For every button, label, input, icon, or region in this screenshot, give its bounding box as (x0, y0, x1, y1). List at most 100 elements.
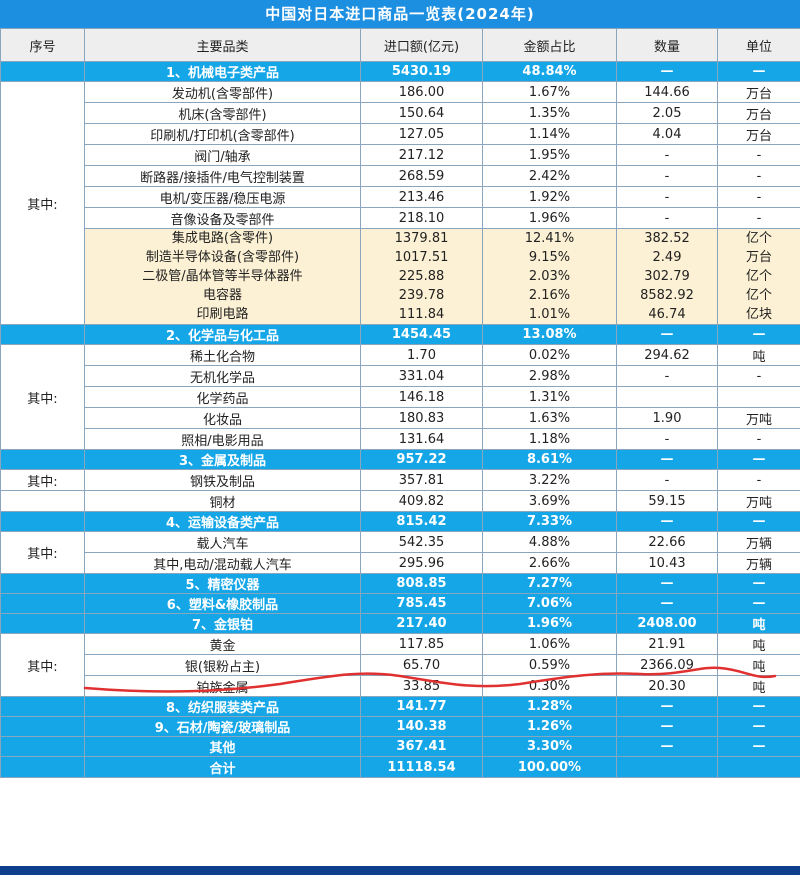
category-unit: 吨 (717, 613, 800, 634)
table-row: 铜材 409.82 3.69% 59.15 万吨 (0, 490, 800, 512)
item-unit: - (717, 428, 800, 450)
table-row: 其中: 载人汽车 542.35 4.88% 22.66 万辆 (0, 531, 800, 574)
category-qty: 2408.00 (616, 613, 718, 634)
item-share: 4.88% (482, 531, 617, 553)
item-qty: 294.62 (616, 344, 718, 366)
category-qty: — (616, 593, 718, 614)
chip-units: 亿个 万台 亿个 亿个 亿块 (717, 228, 800, 325)
header-unit: 单位 (717, 28, 800, 62)
chip-qty: 46.74 (648, 307, 686, 322)
item-name: 照相/电影用品 (84, 428, 361, 450)
category-qty: — (616, 324, 718, 345)
item-name: 发动机(含零部件) (84, 81, 361, 103)
item-unit: 吨 (717, 654, 800, 676)
item-name: 钢铁及制品 (84, 469, 361, 491)
chip-share: 12.41% (524, 231, 575, 246)
category-row: 1、机械电子类产品 5430.19 48.84% — — (0, 61, 800, 82)
item-unit (717, 386, 800, 408)
total-amount: 11118.54 (360, 756, 483, 778)
item-name: 音像设备及零部件 (84, 207, 361, 229)
item-unit: 万辆 (717, 552, 800, 574)
item-amount: 213.46 (360, 186, 483, 208)
item-unit: 万台 (717, 123, 800, 145)
item-unit: - (717, 165, 800, 187)
group-label: 其中: (0, 633, 85, 697)
chip-share: 1.01% (528, 307, 571, 322)
item-share: 0.02% (482, 344, 617, 366)
item-qty: 22.66 (616, 531, 718, 553)
group-label: 其中: (0, 531, 85, 574)
item-share: 1.63% (482, 407, 617, 429)
item-unit: 万吨 (717, 490, 800, 512)
item-name: 稀土化合物 (84, 344, 361, 366)
category-unit: — (717, 61, 800, 82)
category-unit: — (717, 593, 800, 614)
category-unit: — (717, 573, 800, 594)
category-label: 7、金银铂 (84, 613, 361, 634)
category-amount: 1454.45 (360, 324, 483, 345)
chip-qty: 8582.92 (640, 288, 694, 303)
item-amount: 65.70 (360, 654, 483, 676)
category-amount: 140.38 (360, 716, 483, 737)
item-share: 0.59% (482, 654, 617, 676)
chip-amount: 111.84 (398, 307, 445, 322)
import-table: 序号 主要品类 进口额(亿元) 金额占比 数量 单位 1、机械电子类产品 543… (0, 28, 800, 778)
item-amount: 1.70 (360, 344, 483, 366)
header-amount: 进口额(亿元) (360, 28, 483, 62)
semiconductor-highlight-row: 集成电路(含零件) 制造半导体设备(含零部件) 二极管/晶体管等半导体器件 电容… (1, 228, 800, 325)
item-amount: 268.59 (360, 165, 483, 187)
item-name: 化妆品 (84, 407, 361, 429)
chip-amount: 225.88 (398, 269, 445, 284)
category-amount: 957.22 (360, 449, 483, 470)
item-qty: 1.90 (616, 407, 718, 429)
category-qty: — (616, 449, 718, 470)
table-row: 印刷机/打印机(含零部件) 127.05 1.14% 4.04 万台 (1, 123, 800, 145)
category-amount: 217.40 (360, 613, 483, 634)
category-row: 5、精密仪器 808.85 7.27% — — (0, 573, 800, 594)
chip-qty: 2.49 (652, 250, 682, 265)
chip-qtys: 382.52 2.49 302.79 8582.92 46.74 (616, 228, 718, 325)
header-row: 序号 主要品类 进口额(亿元) 金额占比 数量 单位 (0, 28, 800, 62)
item-unit: 吨 (717, 675, 800, 697)
item-share: 1.18% (482, 428, 617, 450)
category-share: 1.26% (482, 716, 617, 737)
item-name: 黄金 (84, 633, 361, 655)
item-amount: 186.00 (360, 81, 483, 103)
category-share: 7.27% (482, 573, 617, 594)
item-qty: - (616, 144, 718, 166)
table-row: 其中: 黄金 117.85 1.06% 21.91 吨 (0, 633, 800, 697)
header-quantity: 数量 (616, 28, 718, 62)
item-qty: 10.43 (616, 552, 718, 574)
category-amount: 815.42 (360, 511, 483, 532)
category-row: 2、化学品与化工品 1454.45 13.08% — — (0, 324, 800, 345)
table-row: 铂族金属 33.85 0.30% 20.30 吨 (1, 675, 800, 697)
item-qty: 2.05 (616, 102, 718, 124)
table-row: 其中: 稀土化合物 1.70 0.02% 294.62 吨 (0, 344, 800, 450)
chip-unit: 亿块 (745, 307, 772, 322)
table-row: 化妆品 180.83 1.63% 1.90 万吨 (1, 407, 800, 429)
item-amount: 117.85 (360, 633, 483, 655)
item-share: 1.14% (482, 123, 617, 145)
chip-unit: 万台 (745, 250, 772, 265)
item-qty: 144.66 (616, 81, 718, 103)
header-share: 金额占比 (482, 28, 617, 62)
item-amount: 150.64 (360, 102, 483, 124)
category-amount: 5430.19 (360, 61, 483, 82)
category-label: 4、运输设备类产品 (84, 511, 361, 532)
table-row: 音像设备及零部件 218.10 1.96% - - (1, 207, 800, 229)
item-amount: 180.83 (360, 407, 483, 429)
category-unit: — (717, 449, 800, 470)
category-label: 1、机械电子类产品 (84, 61, 361, 82)
item-share: 2.98% (482, 365, 617, 387)
item-name: 铂族金属 (84, 675, 361, 697)
category-unit: — (717, 511, 800, 532)
group-label: 其中: (0, 81, 85, 325)
item-unit: - (717, 186, 800, 208)
item-share: 0.30% (482, 675, 617, 697)
item-qty: 59.15 (616, 490, 718, 512)
item-share: 3.69% (482, 490, 617, 512)
group-label: 其中: (0, 344, 85, 450)
category-qty: — (616, 696, 718, 717)
item-amount: 127.05 (360, 123, 483, 145)
item-share: 1.35% (482, 102, 617, 124)
